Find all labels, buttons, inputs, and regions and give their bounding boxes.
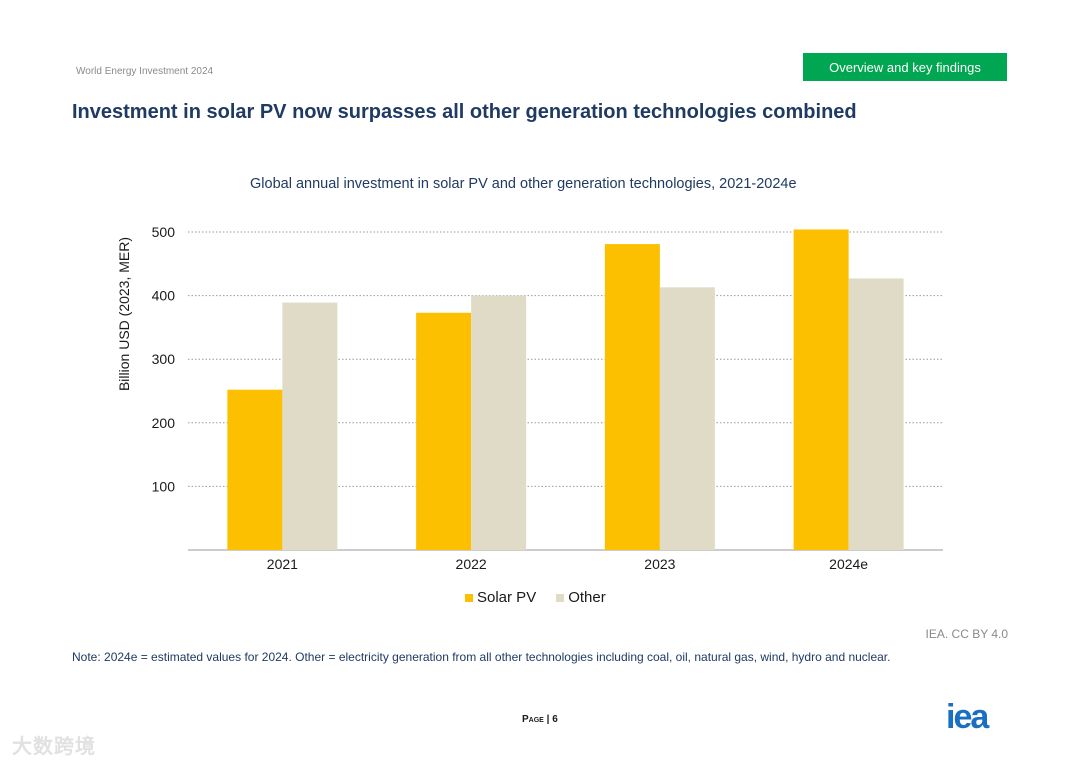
page-title: Investment in solar PV now surpasses all… [72,101,857,123]
watermark: 大数跨境 [12,736,96,758]
chart-note: Note: 2024e = estimated values for 2024.… [72,650,891,664]
y-tick-label: 400 [152,288,176,304]
publication-name: World Energy Investment 2024 [76,66,214,77]
y-tick-label: 200 [152,415,176,431]
x-tick-label: 2024e [829,556,868,572]
bar-solar-pv-2023 [604,244,660,551]
section-badge[interactable]: Overview and key findings [803,53,1007,81]
iea-logo[interactable]: iea [946,698,989,736]
y-tick-label: 300 [152,351,176,367]
bar-other-2024e [848,278,904,550]
legend-label-other: Other [568,589,606,606]
credit-text: IEA. CC BY 4.0 [925,627,1008,641]
legend-item-other: Other [556,589,606,606]
bar-solar-pv-2022 [416,312,472,550]
y-tick-label: 500 [152,224,176,240]
bar-other-2022 [471,295,527,550]
x-tick-label: 2021 [267,556,298,572]
bar-other-2021 [282,302,338,550]
legend-swatch-other [556,593,565,602]
x-tick-label: 2023 [644,556,675,572]
chart-legend: Solar PV Other [465,589,606,606]
legend-label-solar: Solar PV [477,589,537,606]
x-tick-label: 2022 [456,556,487,572]
bar-solar-pv-2021 [227,389,283,550]
legend-item-solar: Solar PV [465,589,536,606]
y-tick-label: 100 [152,478,176,494]
bar-other-2023 [659,287,715,550]
bar-solar-pv-2024e [793,229,849,550]
legend-swatch-solar [465,593,473,602]
page-number: Page | 6 [522,714,558,725]
chart-title: Global annual investment in solar PV and… [250,176,797,192]
